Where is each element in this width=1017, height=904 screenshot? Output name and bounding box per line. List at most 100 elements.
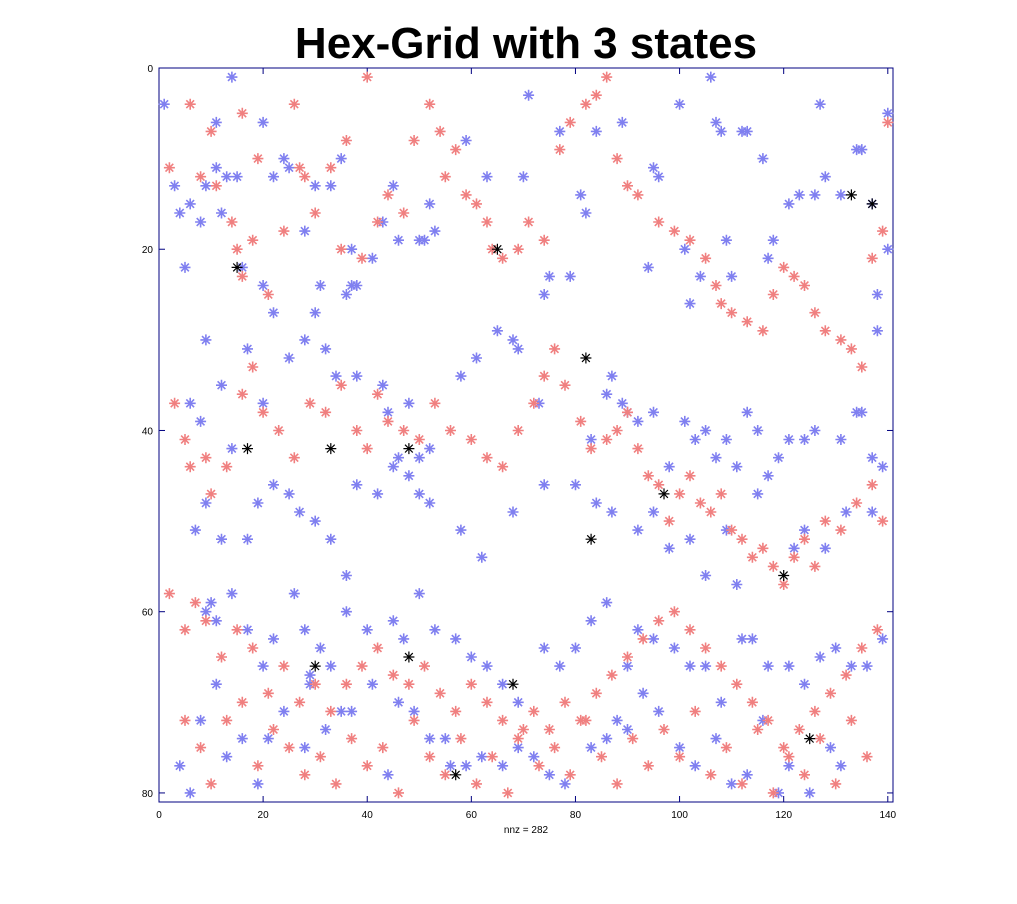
data-point [330, 370, 342, 382]
x-tick-label: 120 [775, 810, 792, 821]
data-point [288, 452, 300, 464]
data-point [606, 370, 618, 382]
data-point [793, 724, 805, 735]
data-point [481, 660, 493, 672]
data-point [210, 162, 222, 174]
data-point [507, 678, 519, 690]
data-point [450, 705, 462, 717]
data-point [736, 633, 748, 645]
data-point [320, 406, 332, 418]
data-point [278, 660, 290, 672]
data-point [247, 361, 259, 373]
data-point [309, 660, 321, 672]
data-point [335, 153, 347, 165]
data-point [304, 397, 316, 409]
data-point [195, 714, 207, 726]
data-point [429, 397, 441, 409]
data-point [632, 624, 644, 636]
y-tick-label: 0 [147, 64, 153, 75]
data-point [507, 506, 519, 518]
data-point [726, 524, 738, 536]
data-point [294, 696, 306, 708]
data-point [757, 542, 769, 554]
data-point [455, 524, 467, 536]
data-point [471, 352, 482, 364]
data-point [533, 760, 545, 772]
data-point [299, 769, 311, 781]
data-point [684, 234, 696, 246]
data-point [216, 533, 227, 545]
data-point [866, 506, 878, 518]
data-point [205, 125, 217, 137]
data-point [835, 434, 847, 445]
data-point [393, 787, 404, 799]
data-point [351, 425, 363, 436]
data-point [325, 705, 337, 717]
data-point [216, 207, 227, 219]
data-point [642, 470, 654, 482]
data-point [299, 225, 311, 237]
data-point [856, 642, 868, 654]
data-point [419, 660, 430, 672]
data-point [590, 687, 602, 699]
data-point [819, 325, 831, 337]
data-point [637, 687, 649, 699]
data-point [606, 669, 618, 681]
data-point [819, 171, 831, 183]
data-point [804, 733, 816, 745]
data-point [585, 434, 597, 445]
data-point [158, 98, 170, 110]
data-point [731, 678, 743, 690]
data-point [752, 425, 764, 436]
data-point [783, 760, 795, 772]
data-point [559, 696, 571, 708]
data-point [481, 696, 493, 708]
data-point [528, 397, 540, 409]
data-point [294, 162, 306, 174]
data-point [715, 298, 727, 310]
data-point [543, 270, 555, 282]
data-point [554, 660, 566, 672]
data-point [184, 787, 196, 799]
data-point [627, 733, 639, 745]
data-point [783, 198, 795, 210]
data-point [653, 615, 665, 627]
data-point [819, 542, 831, 554]
data-point [325, 660, 337, 672]
data-point [689, 760, 701, 772]
data-point [741, 406, 753, 418]
data-point [242, 624, 253, 636]
data-point [554, 144, 566, 156]
data-point [632, 415, 644, 427]
data-point [523, 216, 535, 228]
data-point [512, 742, 524, 754]
data-point [783, 660, 795, 672]
data-point [871, 325, 883, 337]
data-point [726, 307, 738, 319]
data-point [481, 216, 493, 228]
data-point [429, 225, 441, 237]
data-point [497, 760, 509, 772]
data-point [793, 189, 805, 201]
data-point [877, 461, 889, 473]
data-point [715, 660, 727, 672]
data-point [210, 116, 222, 128]
data-point [184, 98, 196, 110]
data-point [179, 261, 191, 273]
data-point [236, 388, 248, 400]
data-point [294, 506, 306, 518]
data-point [231, 261, 243, 273]
data-point [882, 243, 894, 255]
data-point [413, 452, 425, 464]
data-point [242, 533, 253, 545]
data-point [200, 334, 212, 346]
data-point [335, 379, 347, 391]
data-point [450, 769, 462, 781]
data-point [257, 280, 269, 291]
data-point [330, 778, 342, 790]
data-point [512, 343, 524, 355]
data-point [299, 742, 311, 754]
data-point [424, 733, 436, 745]
data-point [491, 243, 503, 255]
data-point [726, 270, 738, 282]
